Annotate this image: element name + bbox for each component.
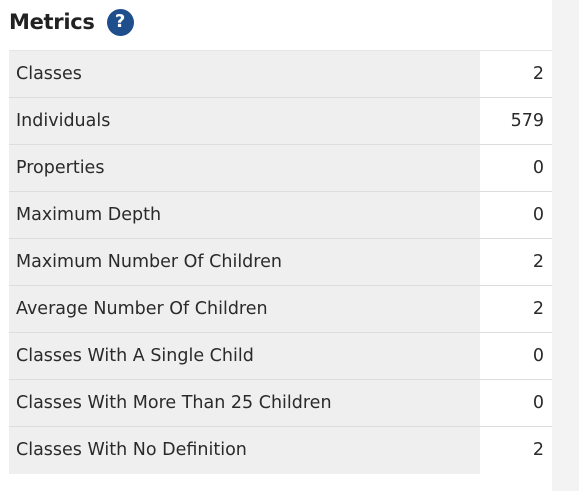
metric-value: 579 [480, 97, 552, 145]
page-title: Metrics [9, 10, 95, 34]
table-row: Properties 0 [9, 144, 552, 192]
metric-value: 2 [480, 50, 552, 98]
table-row: Classes With A Single Child 0 [9, 332, 552, 380]
table-row: Maximum Depth 0 [9, 191, 552, 239]
metrics-header: Metrics ? [9, 6, 134, 38]
table-row: Average Number Of Children 2 [9, 285, 552, 333]
metric-label: Classes [9, 50, 480, 98]
question-circle-icon[interactable]: ? [106, 8, 134, 36]
metric-value: 0 [480, 144, 552, 192]
table-row: Classes With No Definition 2 [9, 426, 552, 474]
table-row: Maximum Number Of Children 2 [9, 238, 552, 286]
metrics-table: Classes 2 Individuals 579 Properties 0 M… [9, 50, 552, 474]
metric-label: Average Number Of Children [9, 285, 480, 333]
metric-label: Individuals [9, 97, 480, 145]
metric-label: Classes With More Than 25 Children [9, 379, 480, 427]
metric-label: Maximum Number Of Children [9, 238, 480, 286]
metric-value: 2 [480, 426, 552, 474]
metric-label: Maximum Depth [9, 191, 480, 239]
metric-label: Classes With A Single Child [9, 332, 480, 380]
table-row: Classes 2 [9, 50, 552, 98]
metric-value: 0 [480, 191, 552, 239]
metric-label: Properties [9, 144, 480, 192]
table-row: Classes With More Than 25 Children 0 [9, 379, 552, 427]
metric-value: 0 [480, 332, 552, 380]
table-row: Individuals 579 [9, 97, 552, 145]
metric-value: 0 [480, 379, 552, 427]
metric-value: 2 [480, 238, 552, 286]
metric-label: Classes With No Definition [9, 426, 480, 474]
right-edge-shade [552, 0, 579, 491]
metric-value: 2 [480, 285, 552, 333]
